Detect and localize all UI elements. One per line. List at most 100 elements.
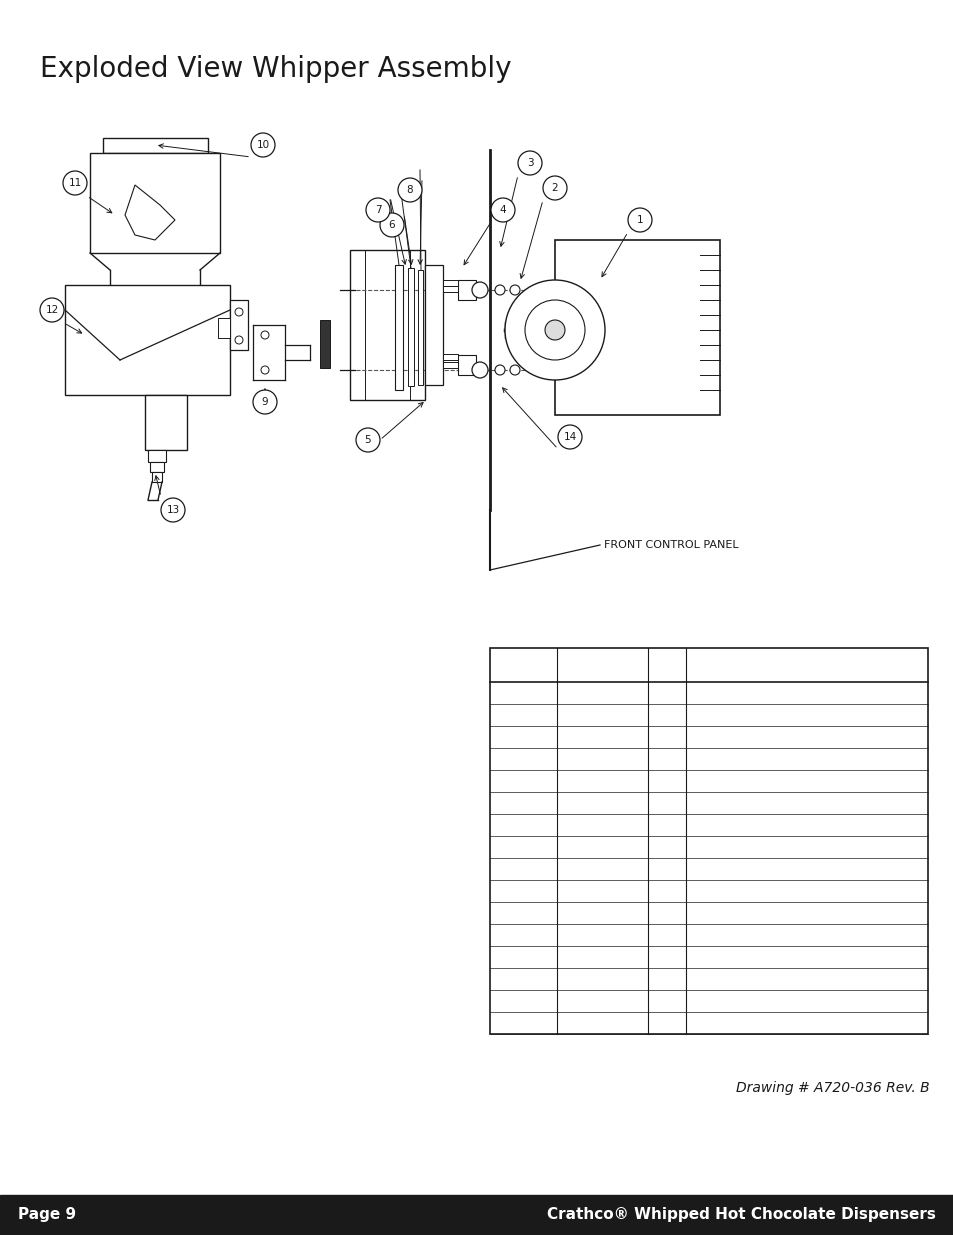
Circle shape bbox=[261, 366, 269, 374]
Text: A548-062: A548-062 bbox=[578, 930, 625, 940]
Text: 5: 5 bbox=[520, 776, 526, 785]
Bar bbox=[230, 300, 248, 350]
Text: A548-078: A548-078 bbox=[578, 908, 625, 918]
Text: Restrictor, Angle Outlet: Restrictor, Angle Outlet bbox=[690, 952, 804, 962]
Bar bbox=[148, 450, 166, 462]
Text: 10: 10 bbox=[256, 140, 270, 149]
Text: 2: 2 bbox=[663, 710, 669, 720]
Text: Drawing # A720-036 Rev. B: Drawing # A720-036 Rev. B bbox=[736, 1081, 929, 1095]
Text: 1: 1 bbox=[663, 930, 669, 940]
Text: A544-033: A544-033 bbox=[578, 842, 625, 852]
Text: Blade, 4 Blade Whipper w/Stop: Blade, 4 Blade Whipper w/Stop bbox=[690, 864, 841, 874]
Circle shape bbox=[491, 198, 515, 222]
Text: 6: 6 bbox=[388, 220, 395, 230]
Text: Whipper Motor: Whipper Motor bbox=[690, 688, 762, 698]
Text: O-Ring, 0.250 x 0.070: O-Ring, 0.250 x 0.070 bbox=[690, 842, 797, 852]
Text: 1: 1 bbox=[663, 864, 669, 874]
Text: 8: 8 bbox=[406, 185, 413, 195]
Text: A548-064: A548-064 bbox=[578, 952, 625, 962]
Circle shape bbox=[542, 177, 566, 200]
Bar bbox=[457, 354, 476, 375]
Text: 3: 3 bbox=[520, 732, 526, 742]
Text: Seal, 0.250 x 0.616 x 3/16: Seal, 0.250 x 0.616 x 3/16 bbox=[690, 820, 818, 830]
Bar bbox=[442, 362, 457, 368]
Circle shape bbox=[234, 336, 243, 345]
Bar bbox=[490, 648, 927, 1034]
Text: Crathco® Whipped Hot Chocolate Dispensers: Crathco® Whipped Hot Chocolate Dispenser… bbox=[547, 1208, 935, 1223]
Text: 2: 2 bbox=[520, 710, 526, 720]
Text: Washer, Slinger: Washer, Slinger bbox=[690, 755, 766, 764]
Text: Whipper Cover: Whipper Cover bbox=[690, 885, 762, 897]
Text: QTY: QTY bbox=[655, 659, 677, 671]
Bar bbox=[442, 280, 457, 287]
Text: 1: 1 bbox=[663, 688, 669, 698]
Bar bbox=[90, 153, 220, 253]
Text: 7: 7 bbox=[520, 820, 526, 830]
Text: 6: 6 bbox=[520, 798, 526, 808]
Text: A548-065: A548-065 bbox=[578, 864, 625, 874]
Bar bbox=[424, 266, 442, 385]
Text: 1: 1 bbox=[663, 798, 669, 808]
Text: 1: 1 bbox=[663, 952, 669, 962]
Bar bbox=[152, 472, 162, 482]
Text: 14: 14 bbox=[517, 974, 529, 984]
Circle shape bbox=[366, 198, 390, 222]
Text: A544-034: A544-034 bbox=[578, 820, 625, 830]
Circle shape bbox=[510, 285, 519, 295]
Text: A551-058: A551-058 bbox=[578, 798, 625, 808]
Text: Exploded View Whipper Assembly: Exploded View Whipper Assembly bbox=[40, 56, 511, 83]
Text: 12: 12 bbox=[517, 930, 529, 940]
Circle shape bbox=[253, 390, 276, 414]
Circle shape bbox=[161, 498, 185, 522]
Circle shape bbox=[379, 212, 403, 237]
Bar bbox=[319, 320, 330, 368]
Bar bbox=[417, 270, 422, 385]
Bar bbox=[395, 266, 402, 390]
Circle shape bbox=[397, 178, 421, 203]
Text: FRONT CONTROL PANEL: FRONT CONTROL PANEL bbox=[603, 540, 738, 550]
Circle shape bbox=[355, 429, 379, 452]
Text: 12: 12 bbox=[46, 305, 58, 315]
Text: A548-063: A548-063 bbox=[578, 776, 625, 785]
Circle shape bbox=[510, 366, 519, 375]
Text: 1: 1 bbox=[663, 820, 669, 830]
Circle shape bbox=[251, 133, 274, 157]
Text: 11: 11 bbox=[517, 908, 529, 918]
Text: #6 Spring Lock Washer: #6 Spring Lock Washer bbox=[690, 974, 803, 984]
Bar bbox=[442, 287, 457, 291]
Text: 13: 13 bbox=[517, 952, 529, 962]
Bar bbox=[103, 138, 208, 153]
Text: PART
NUMBER: PART NUMBER bbox=[578, 655, 625, 676]
Text: Whipper Funnel: Whipper Funnel bbox=[690, 908, 767, 918]
Text: 14: 14 bbox=[563, 432, 576, 442]
Bar bbox=[490, 648, 927, 682]
Circle shape bbox=[495, 366, 504, 375]
Text: 1: 1 bbox=[663, 885, 669, 897]
Text: A548-067: A548-067 bbox=[578, 885, 625, 897]
Text: 10: 10 bbox=[517, 885, 529, 897]
Text: 1: 1 bbox=[663, 776, 669, 785]
Circle shape bbox=[495, 285, 504, 295]
Bar bbox=[0, 1195, 953, 1235]
Text: 2: 2 bbox=[663, 974, 669, 984]
Circle shape bbox=[40, 298, 64, 322]
Text: Page 9: Page 9 bbox=[18, 1208, 76, 1223]
Circle shape bbox=[524, 300, 584, 359]
Text: 5: 5 bbox=[364, 435, 371, 445]
Circle shape bbox=[558, 425, 581, 450]
Bar bbox=[442, 354, 457, 359]
Circle shape bbox=[472, 362, 488, 378]
Text: DESCRIPTION: DESCRIPTION bbox=[769, 659, 842, 671]
Bar bbox=[555, 240, 720, 415]
Bar bbox=[457, 280, 476, 300]
Bar bbox=[408, 268, 414, 387]
Text: 9: 9 bbox=[261, 396, 268, 408]
Circle shape bbox=[63, 170, 87, 195]
Text: 11: 11 bbox=[69, 178, 82, 188]
Bar bbox=[65, 285, 230, 395]
Text: A548-066: A548-066 bbox=[578, 755, 625, 764]
Text: 1: 1 bbox=[663, 908, 669, 918]
Text: 1: 1 bbox=[520, 688, 526, 698]
Text: Base, Self-Locating Whipper: Base, Self-Locating Whipper bbox=[690, 776, 827, 785]
Text: A533-023: A533-023 bbox=[578, 688, 625, 698]
